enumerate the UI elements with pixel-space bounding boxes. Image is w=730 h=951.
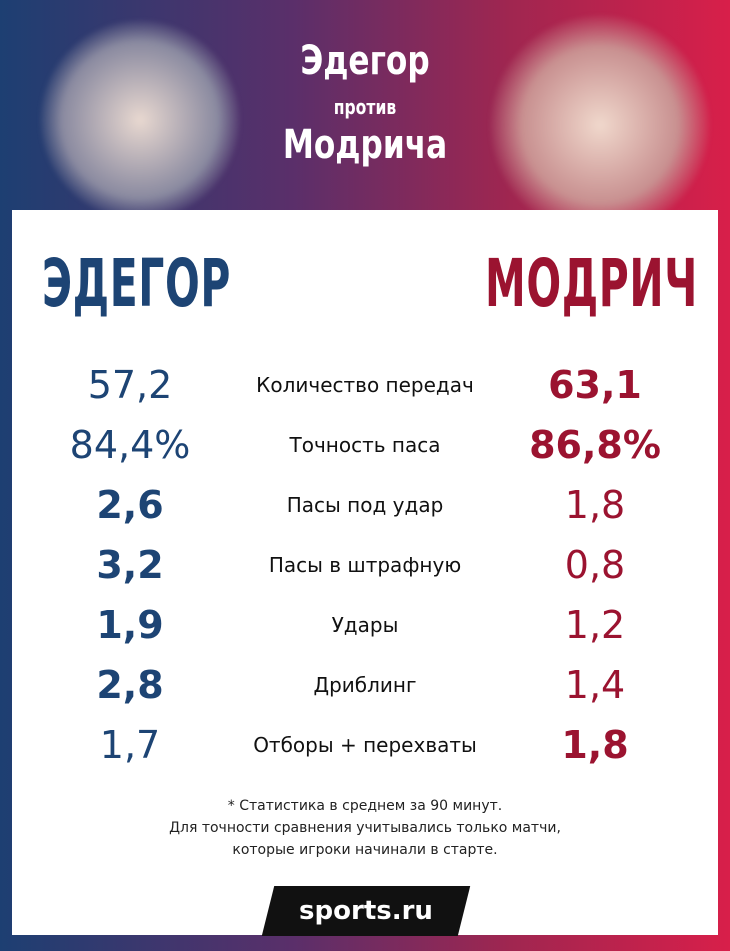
left-value: 3,2 xyxy=(96,543,164,587)
right-value: 86,8% xyxy=(529,423,661,467)
title-line: против xyxy=(333,95,397,119)
stats-card xyxy=(12,210,718,935)
stat-label: Отборы + перехваты xyxy=(253,733,477,757)
footnote: Для точности сравнения учитывались тольк… xyxy=(169,820,561,836)
stat-label: Точность паса xyxy=(289,433,441,457)
right-value: 1,8 xyxy=(561,723,629,767)
stat-label: Пасы под удар xyxy=(286,493,444,517)
stat-label: Количество передач xyxy=(256,373,474,397)
left-value: 84,4% xyxy=(69,423,191,467)
player-name-right: МОДРИЧ xyxy=(485,245,698,322)
left-value: 1,7 xyxy=(99,723,161,767)
left-value: 57,2 xyxy=(87,363,173,407)
stat-label: Дриблинг xyxy=(313,673,417,697)
player-photo-left xyxy=(40,20,240,220)
footnote: которые игроки начинали в старте. xyxy=(232,842,498,858)
right-value: 0,8 xyxy=(564,543,626,587)
player-photo-right xyxy=(490,15,710,235)
right-value: 1,4 xyxy=(564,663,626,707)
left-value: 2,6 xyxy=(96,483,164,527)
left-value: 1,9 xyxy=(96,603,164,647)
stat-label: Пасы в штрафную xyxy=(268,553,462,577)
left-value: 2,8 xyxy=(96,663,164,707)
logo: sports.ru xyxy=(299,896,433,926)
right-value: 1,2 xyxy=(564,603,626,647)
right-value: 63,1 xyxy=(548,363,642,407)
footnote: * Статистика в среднем за 90 минут. xyxy=(227,798,503,814)
stat-label: Удары xyxy=(331,613,399,637)
title-line: Модрича xyxy=(282,122,448,168)
title-line: Эдегор xyxy=(300,38,430,84)
right-value: 1,8 xyxy=(564,483,626,527)
player-name-left: ЭДЕГОР xyxy=(42,245,232,322)
